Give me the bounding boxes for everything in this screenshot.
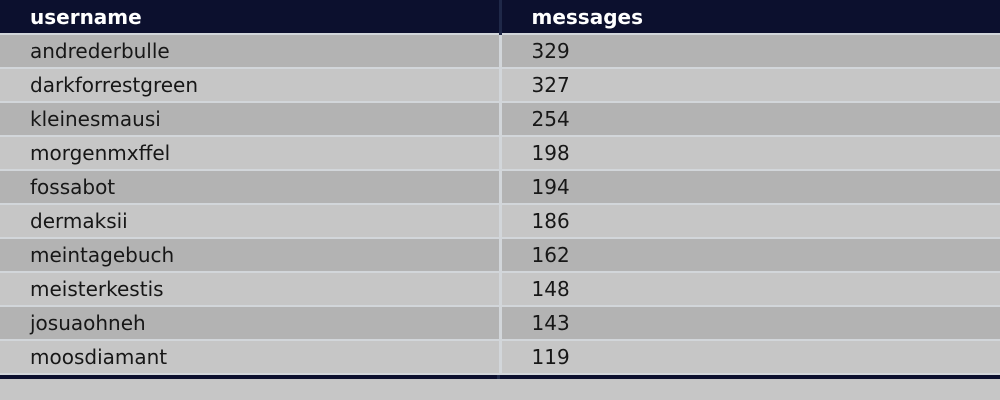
messages-table: username messages andrederbulle 329 dark… bbox=[0, 0, 1000, 375]
messages-cell: 148 bbox=[500, 272, 1000, 307]
username-cell: dermaksii bbox=[0, 204, 502, 239]
table-header: username messages bbox=[0, 0, 1000, 35]
username-cell: moosdiamant bbox=[0, 340, 502, 375]
messages-cell: 143 bbox=[500, 306, 1000, 341]
table-row: dermaksii 186 bbox=[0, 204, 1000, 239]
table-row: fossabot 194 bbox=[0, 170, 1000, 205]
messages-cell: 186 bbox=[500, 204, 1000, 239]
messages-cell: 327 bbox=[500, 68, 1000, 103]
table-row: andrederbulle 329 bbox=[0, 34, 1000, 69]
table-bottom-border bbox=[0, 375, 1000, 379]
table-row: moosdiamant 119 bbox=[0, 340, 1000, 375]
table-row: morgenmxffel 198 bbox=[0, 136, 1000, 171]
username-cell: morgenmxffel bbox=[0, 136, 502, 171]
username-cell: kleinesmausi bbox=[0, 102, 502, 137]
table-row: meisterkestis 148 bbox=[0, 272, 1000, 307]
table-row: meintagebuch 162 bbox=[0, 238, 1000, 273]
table-row: josuaohneh 143 bbox=[0, 306, 1000, 341]
column-divider bbox=[497, 375, 500, 379]
table-body: andrederbulle 329 darkforrestgreen 327 k… bbox=[0, 34, 1000, 375]
messages-cell: 254 bbox=[500, 102, 1000, 137]
messages-cell: 119 bbox=[500, 340, 1000, 375]
table-row: kleinesmausi 254 bbox=[0, 102, 1000, 137]
column-header-username: username bbox=[0, 0, 502, 35]
username-cell: darkforrestgreen bbox=[0, 68, 502, 103]
messages-cell: 198 bbox=[500, 136, 1000, 171]
username-cell: josuaohneh bbox=[0, 306, 502, 341]
messages-cell: 162 bbox=[500, 238, 1000, 273]
table-row: darkforrestgreen 327 bbox=[0, 68, 1000, 103]
messages-cell: 194 bbox=[500, 170, 1000, 205]
username-cell: meisterkestis bbox=[0, 272, 502, 307]
messages-cell: 329 bbox=[500, 34, 1000, 69]
username-cell: andrederbulle bbox=[0, 34, 502, 69]
column-header-messages: messages bbox=[500, 0, 1000, 35]
username-cell: fossabot bbox=[0, 170, 502, 205]
header-row: username messages bbox=[0, 0, 1000, 35]
username-cell: meintagebuch bbox=[0, 238, 502, 273]
